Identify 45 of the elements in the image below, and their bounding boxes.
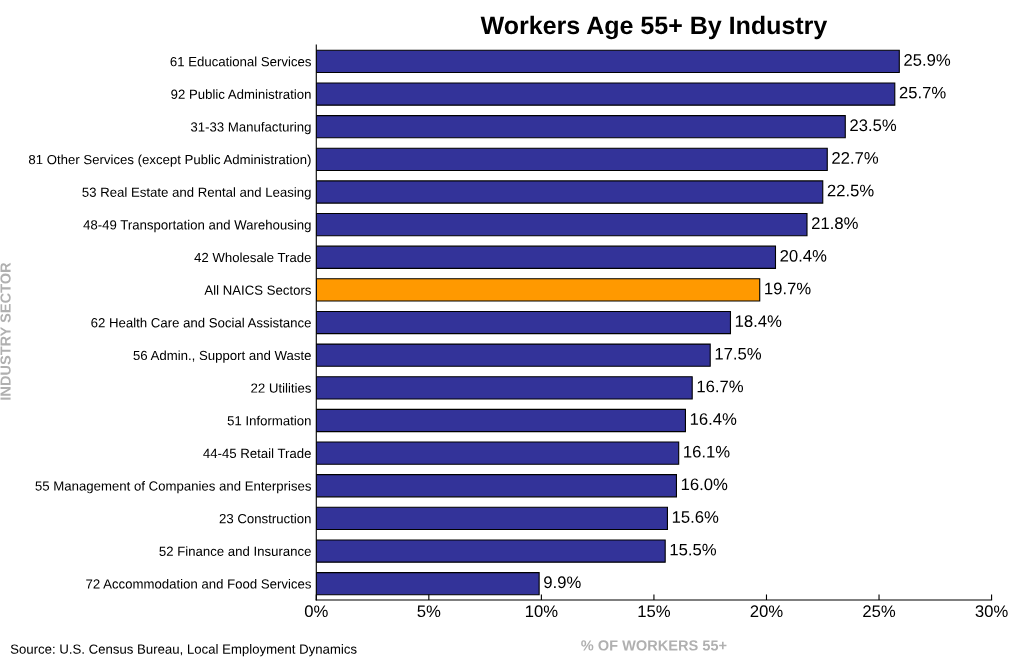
y-tick-label: 51 Information <box>227 415 311 426</box>
y-tick-label: 56 Admin., Support and Waste <box>133 350 311 363</box>
y-tick-label: 23 Construction <box>219 513 311 524</box>
data-label: 22.5% <box>827 184 874 197</box>
data-label: 15.5% <box>670 543 717 556</box>
data-label: 20.4% <box>780 249 827 262</box>
y-tick-label: All NAICS Sectors <box>204 285 311 295</box>
y-tick-label: 62 Health Care and Social Assistance <box>91 317 311 328</box>
y-tick-label: 72 Accommodation and Food Services <box>86 578 311 589</box>
y-tick-label: 81 Other Services (except Public Administration) <box>28 154 311 167</box>
data-label: 15.6% <box>672 511 719 523</box>
data-label: 16.7% <box>697 380 744 393</box>
x-tick-label: 10% <box>525 605 558 618</box>
y-tick-label: 61 Educational Services <box>170 56 311 67</box>
chart-title: Workers Age 55+ By Industry <box>480 15 828 40</box>
x-tick-label: 20% <box>750 605 783 618</box>
y-tick-label: 48-49 Transportation and Warehousing <box>83 219 311 233</box>
data-label: 16.4% <box>690 413 737 425</box>
x-tick-label: 0% <box>304 605 328 618</box>
data-label: 16.0% <box>681 478 728 491</box>
source-note: Source: U.S. Census Bureau, Local Employment Dynamics <box>10 644 357 657</box>
data-label: 23.5% <box>850 119 897 132</box>
data-label: 18.4% <box>735 315 782 328</box>
y-tick-label: 42 Wholesale Trade <box>194 252 311 263</box>
y-tick-label: 22 Utilities <box>251 383 311 393</box>
data-label: 25.9% <box>904 54 951 66</box>
y-tick-label: 44-45 Retail Trade <box>203 448 311 459</box>
y-tick-label: 31-33 Manufacturing <box>190 121 311 135</box>
data-label: 19.7% <box>765 282 811 295</box>
x-tick-label: 30% <box>975 605 1008 618</box>
y-tick-label: 53 Real Estate and Rental and Leasing <box>82 187 311 200</box>
data-label: 9.9% <box>544 576 581 589</box>
data-label: 17.5% <box>715 347 762 360</box>
y-tick-label: 55 Management of Companies and Enterprises <box>35 480 311 494</box>
y-tick-label: 52 Finance and Insurance <box>159 546 311 556</box>
x-tick-label: 25% <box>863 605 896 618</box>
x-tick-label: 5% <box>417 605 441 618</box>
data-label: 16.1% <box>684 445 730 458</box>
data-label: 21.8% <box>812 217 858 230</box>
data-label: 25.7% <box>899 86 946 99</box>
x-tick-label: 15% <box>638 605 671 618</box>
y-tick-label: 92 Public Administration <box>171 89 311 99</box>
y-axis-title: INDUSTRY SECTOR <box>0 262 11 400</box>
x-axis-title: % OF WORKERS 55+ <box>581 640 727 651</box>
data-label: 22.7% <box>832 152 879 164</box>
